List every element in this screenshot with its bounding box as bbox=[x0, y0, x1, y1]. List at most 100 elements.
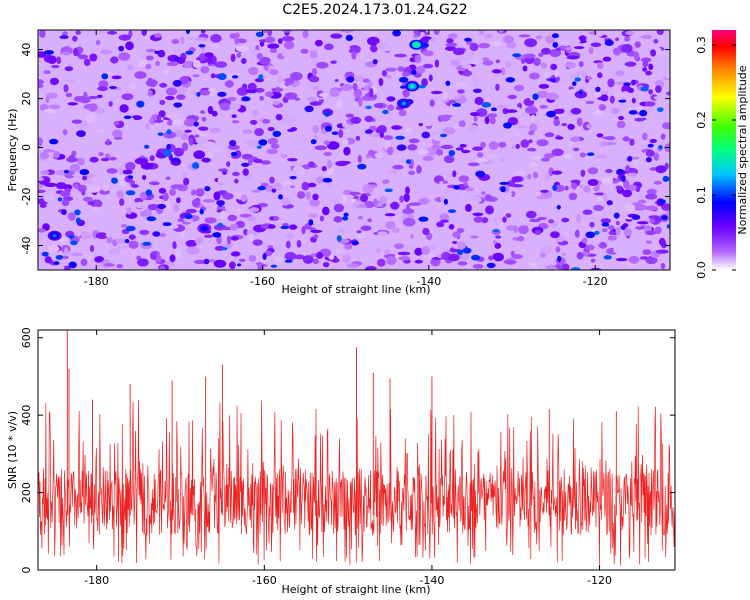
heatmap-blob bbox=[145, 48, 157, 53]
heatmap-blob bbox=[634, 117, 645, 122]
heatmap-blob bbox=[110, 56, 119, 64]
heatmap-blob bbox=[448, 224, 455, 230]
y-tick-label: -40 bbox=[20, 237, 33, 255]
heatmap-blob bbox=[194, 37, 208, 41]
heatmap-blob bbox=[180, 36, 185, 45]
heatmap-blob bbox=[525, 106, 538, 114]
heatmap-blob bbox=[486, 262, 496, 269]
heatmap-blob bbox=[464, 37, 472, 42]
heatmap-blob bbox=[644, 101, 656, 107]
heatmap-blob bbox=[455, 192, 460, 201]
heatmap-blob bbox=[176, 94, 186, 100]
heatmap-blob bbox=[620, 225, 626, 231]
heatmap-blob bbox=[266, 76, 279, 84]
heatmap-blob bbox=[145, 189, 152, 196]
heatmap-blob bbox=[613, 246, 625, 254]
heatmap-blob bbox=[166, 61, 179, 67]
heatmap-blob bbox=[345, 113, 355, 118]
heatmap-blob bbox=[539, 252, 547, 258]
heatmap-blob bbox=[134, 71, 147, 79]
heatmap-blob bbox=[511, 176, 523, 183]
heatmap-blob bbox=[567, 123, 575, 130]
heatmap-blob bbox=[458, 175, 470, 183]
heatmap-blob bbox=[323, 151, 333, 157]
heatmap-blob bbox=[287, 158, 298, 162]
heatmap-blob bbox=[533, 264, 539, 270]
heatmap-blob bbox=[241, 58, 247, 64]
heatmap-blob bbox=[442, 188, 454, 194]
heatmap-blob bbox=[310, 139, 317, 145]
heatmap-blob bbox=[181, 142, 188, 152]
heatmap-blob bbox=[126, 64, 134, 71]
heatmap-blob bbox=[69, 164, 81, 172]
heatmap-blob bbox=[448, 253, 460, 262]
heatmap-blob bbox=[627, 87, 634, 94]
heatmap-blob bbox=[540, 189, 549, 193]
heatmap-blob bbox=[498, 141, 507, 148]
heatmap-blob bbox=[507, 180, 516, 187]
heatmap-blob bbox=[599, 140, 608, 148]
heatmap-blob bbox=[137, 59, 148, 68]
heatmap-blob bbox=[343, 212, 349, 217]
heatmap-blob bbox=[231, 114, 237, 118]
heatmap-blob bbox=[89, 156, 99, 163]
heatmap-blob bbox=[353, 88, 363, 98]
x-tick-label: -120 bbox=[587, 574, 612, 587]
heatmap-blob bbox=[430, 90, 443, 95]
heatmap-blob bbox=[360, 194, 368, 203]
heatmap-blob bbox=[391, 125, 402, 130]
heatmap-blob bbox=[104, 263, 115, 267]
heatmap-blob bbox=[119, 104, 129, 113]
heatmap-blob bbox=[98, 80, 109, 88]
heatmap-blob bbox=[397, 251, 411, 256]
heatmap-blob bbox=[552, 184, 557, 191]
heatmap-blob bbox=[662, 175, 670, 182]
heatmap-blob bbox=[586, 152, 595, 156]
heatmap-blob bbox=[175, 250, 182, 260]
heatmap-blob bbox=[385, 75, 392, 79]
heatmap-blob bbox=[423, 42, 429, 48]
heatmap-blob bbox=[528, 130, 535, 136]
heatmap-blob bbox=[664, 71, 670, 79]
heatmap-blob bbox=[59, 263, 65, 270]
heatmap-blob bbox=[237, 263, 242, 267]
heatmap-blob bbox=[53, 261, 60, 265]
heatmap-blob bbox=[152, 231, 161, 237]
heatmap-blob bbox=[94, 256, 105, 263]
heatmap-blob bbox=[481, 191, 486, 195]
y-tick-label: 0 bbox=[20, 567, 33, 574]
heatmap-blob bbox=[207, 87, 217, 96]
heatmap-blob bbox=[422, 227, 430, 235]
x-tick-label: -140 bbox=[419, 574, 444, 587]
heatmap-blob bbox=[665, 91, 670, 96]
heatmap-blob bbox=[398, 109, 407, 117]
heatmap-blob bbox=[308, 75, 320, 83]
snr-frame bbox=[37, 329, 676, 571]
heatmap-blob bbox=[526, 174, 532, 180]
heatmap-blob bbox=[311, 224, 321, 228]
heatmap-blob bbox=[274, 256, 284, 263]
heatmap-blob bbox=[269, 176, 275, 184]
heatmap-blob bbox=[63, 169, 69, 174]
colorbar-tick-label: 0.3 bbox=[695, 36, 708, 54]
heatmap-blob bbox=[379, 132, 384, 138]
heatmap-blob bbox=[217, 73, 227, 81]
heatmap-blob bbox=[566, 55, 579, 60]
heatmap-blob bbox=[61, 209, 67, 216]
heatmap-blob bbox=[645, 230, 657, 236]
heatmap-blob bbox=[562, 263, 570, 270]
heatmap-blob bbox=[301, 181, 310, 191]
heatmap-blob bbox=[640, 86, 649, 92]
heatmap-blob bbox=[307, 86, 315, 91]
heatmap-blob bbox=[495, 83, 500, 91]
heatmap-blob bbox=[242, 168, 249, 176]
heatmap-blob bbox=[127, 175, 134, 179]
heatmap-blob bbox=[564, 185, 569, 191]
heatmap-blob bbox=[443, 155, 455, 164]
heatmap-blob bbox=[548, 219, 555, 224]
heatmap-blob bbox=[269, 69, 279, 75]
heatmap-blob bbox=[38, 189, 46, 193]
heatmap-blob bbox=[121, 93, 134, 101]
heatmap-blob bbox=[650, 49, 657, 57]
heatmap-blob bbox=[236, 87, 249, 96]
